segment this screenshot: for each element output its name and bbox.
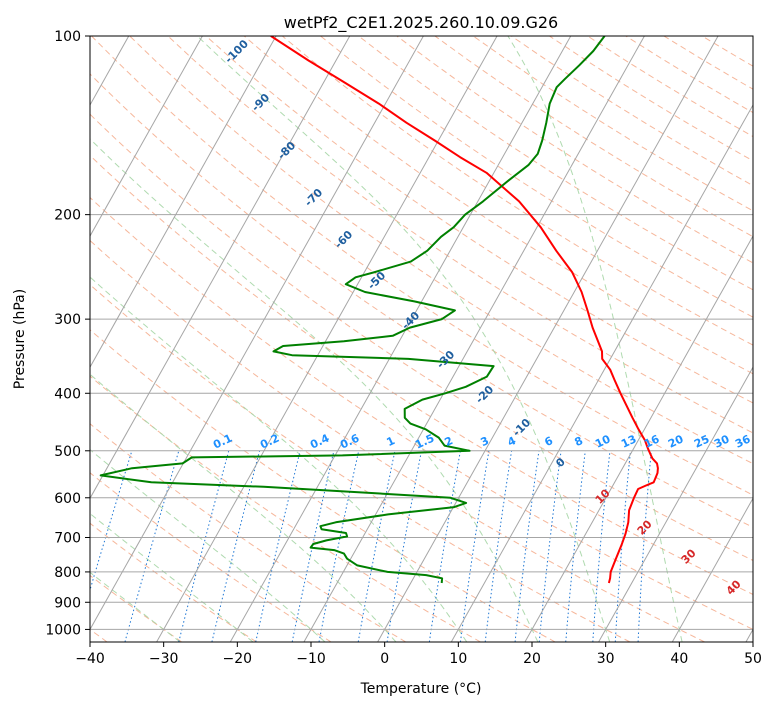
profile-layer [99, 36, 659, 584]
y-tick-label: 800 [54, 565, 81, 581]
dry-adiabat-line [90, 472, 332, 642]
mixing-ratio-line [124, 450, 180, 642]
isotherm-line [90, 36, 203, 238]
y-axis-label: Pressure (hPa) [12, 289, 28, 389]
dry-adiabat-line [90, 522, 257, 642]
mixing-ratio-label: 16 [642, 432, 662, 450]
x-tick-label: 40 [670, 651, 688, 667]
temperature-profile-line [270, 36, 659, 584]
axes-layer: −40 −30 −20 −10 0 10 20 30 40 50 100 200 300 400 500 60… [45, 29, 762, 667]
isotherm-line [450, 103, 753, 642]
mixing-ratio-label: 30 [712, 432, 732, 450]
mixing-ratio-line [514, 450, 540, 642]
mixing-ratio-label: 13 [619, 432, 638, 450]
dry-adiabat-line [90, 375, 481, 642]
x-tick-label: −30 [149, 651, 179, 667]
isotherm-line [671, 497, 753, 642]
x-tick-label: −40 [75, 651, 105, 667]
dry-adiabat-line [90, 329, 556, 642]
x-tick-label: −20 [223, 651, 253, 667]
isotherm-line [598, 366, 753, 642]
isotherm-line [90, 36, 424, 631]
mixing-ratio-label: 20 [666, 432, 686, 450]
dry-adiabat-line [281, 36, 753, 346]
isotherm-line [229, 36, 572, 642]
dry-adiabat-line [90, 239, 705, 642]
isotherm-line [377, 36, 719, 642]
mixing-ratio-line [459, 450, 490, 642]
x-tick-label: 10 [449, 651, 467, 667]
mixing-ratio-line [255, 450, 301, 642]
dry-adiabat-line [243, 36, 753, 375]
moist-adiabat-line [90, 276, 468, 642]
dry-adiabat-line [91, 36, 753, 496]
dry-adiabat-line [90, 284, 631, 642]
mixing-ratio-line [614, 450, 631, 642]
moist-adiabat-line [90, 138, 539, 642]
x-tick-label: −10 [296, 651, 326, 667]
background-lines [90, 36, 753, 642]
dry-adiabat-line [129, 36, 753, 465]
moist-adiabat-line [90, 448, 326, 642]
y-tick-label: 700 [54, 531, 81, 547]
mixing-ratio-line [538, 450, 562, 642]
isotherm-line [524, 235, 753, 642]
mixing-ratio-line [211, 450, 261, 642]
dry-adiabat-line [90, 113, 753, 562]
mixing-ratio-line [178, 450, 230, 642]
dry-adiabat-line [90, 73, 753, 528]
mixing-ratio-label: 25 [692, 432, 711, 450]
x-tick-label: 20 [523, 651, 541, 667]
y-tick-label: 200 [54, 208, 81, 224]
moist-adiabat-line [90, 512, 254, 642]
x-axis-label: Temperature (°C) [360, 681, 482, 697]
y-tick-label: 900 [54, 595, 81, 611]
mixing-ratio-line [291, 450, 335, 642]
moist-adiabat-line [196, 36, 611, 642]
dry-adiabat-line [90, 574, 182, 642]
y-tick-label: 500 [54, 444, 81, 460]
y-tick-label: 1000 [45, 622, 81, 638]
mixing-ratio-label: 36 [733, 432, 753, 450]
isotherm-line [90, 36, 277, 369]
moist-adiabat-line [90, 373, 397, 642]
plot-frame [89, 35, 754, 643]
isotherm-line [156, 36, 498, 642]
isotherm-line [303, 36, 645, 642]
y-tick-label: 400 [54, 386, 81, 402]
moist-adiabat-line [507, 36, 683, 642]
dry-adiabat-line [90, 154, 753, 595]
chart-title: wetPf2_C2E1.2025.260.10.09.G26 [284, 13, 558, 33]
x-tick-label: 0 [380, 651, 389, 667]
mixing-ratio-line [592, 450, 611, 642]
mixing-ratio-label: 10 [593, 432, 613, 450]
dry-adiabat-line [90, 196, 753, 630]
isotherm-line [90, 36, 351, 500]
y-tick-label: 100 [54, 29, 81, 45]
x-tick-label: 50 [744, 651, 762, 667]
y-tick-label: 600 [54, 491, 81, 507]
y-tick-label: 300 [54, 312, 81, 328]
mixing-ratio-line [637, 450, 652, 642]
mixing-ratio-line [565, 450, 586, 642]
mixing-ratio-line [484, 450, 513, 642]
x-tick-label: 30 [597, 651, 615, 667]
dewpoint-profile-line [99, 36, 606, 584]
